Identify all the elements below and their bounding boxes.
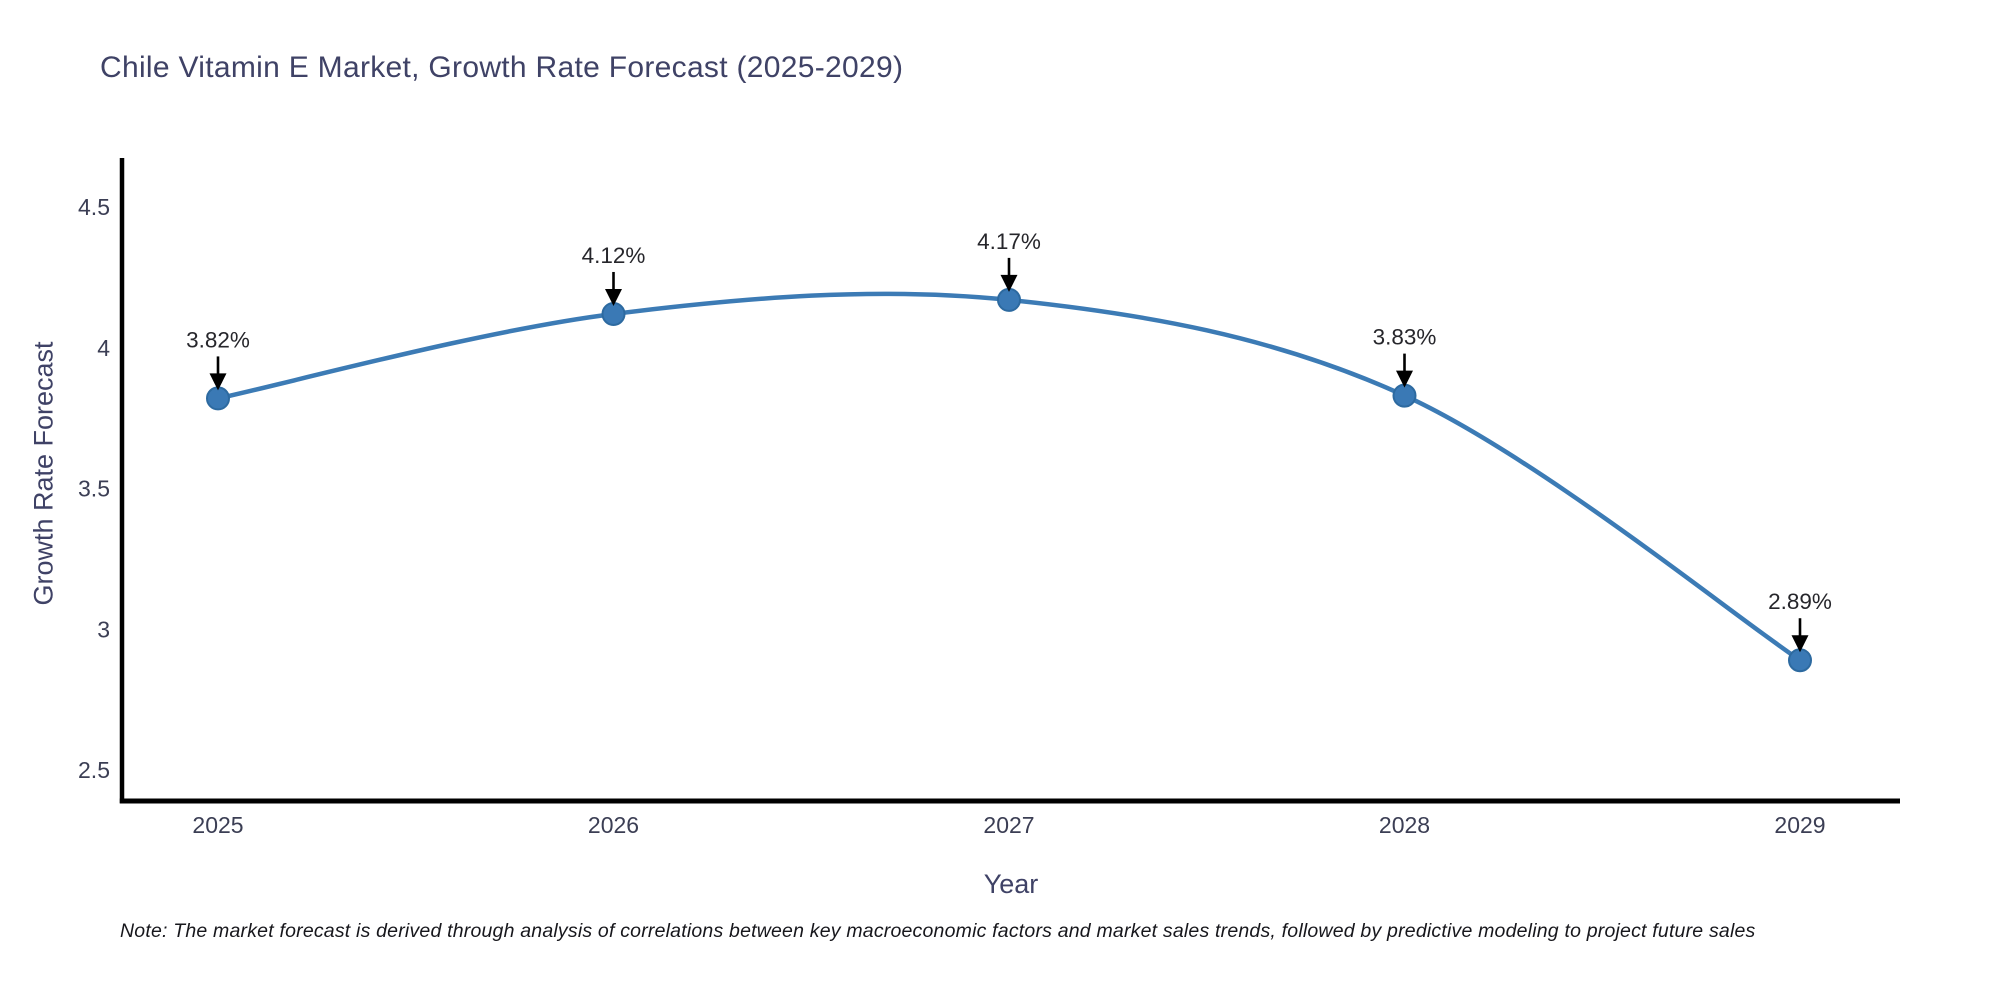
x-tick-label: 2027 (983, 812, 1034, 838)
forecast-line (215, 291, 1803, 663)
data-point-label: 4.17% (977, 229, 1041, 254)
annotation-arrow-head (209, 373, 227, 391)
data-point-marker (206, 386, 230, 411)
y-tick-label: 4.5 (78, 194, 110, 220)
annotation-arrow-head (1791, 635, 1809, 653)
y-tick-label: 3 (97, 616, 110, 642)
data-point-marker (1392, 383, 1417, 408)
x-axis-title: Year (983, 869, 1039, 899)
data-point-label: 2.89% (1768, 589, 1832, 614)
x-tick-label: 2025 (192, 812, 243, 838)
y-tick-label: 3.5 (78, 476, 110, 502)
data-point-marker (1788, 648, 1812, 673)
x-tick-label: 2028 (1379, 812, 1430, 838)
x-tick-label: 2026 (588, 812, 639, 838)
data-point-label: 3.82% (186, 327, 250, 352)
data-point-label: 3.83% (1373, 325, 1437, 350)
y-axis-title: Growth Rate Forecast (28, 341, 59, 606)
data-point-label: 4.12% (582, 243, 646, 268)
y-tick-label: 2.5 (78, 757, 110, 783)
annotation-arrow-head (1000, 274, 1018, 292)
annotation-arrow-head (1396, 370, 1413, 388)
data-point-marker (997, 287, 1021, 312)
chart-title: Chile Vitamin E Market, Growth Rate Fore… (100, 51, 904, 84)
annotation-arrow-head (605, 288, 622, 306)
x-tick-label: 2029 (1774, 812, 1825, 838)
y-tick-label: 4 (97, 335, 110, 361)
data-point-marker (601, 301, 626, 326)
footnote: Note: The market forecast is derived thr… (120, 920, 1756, 942)
